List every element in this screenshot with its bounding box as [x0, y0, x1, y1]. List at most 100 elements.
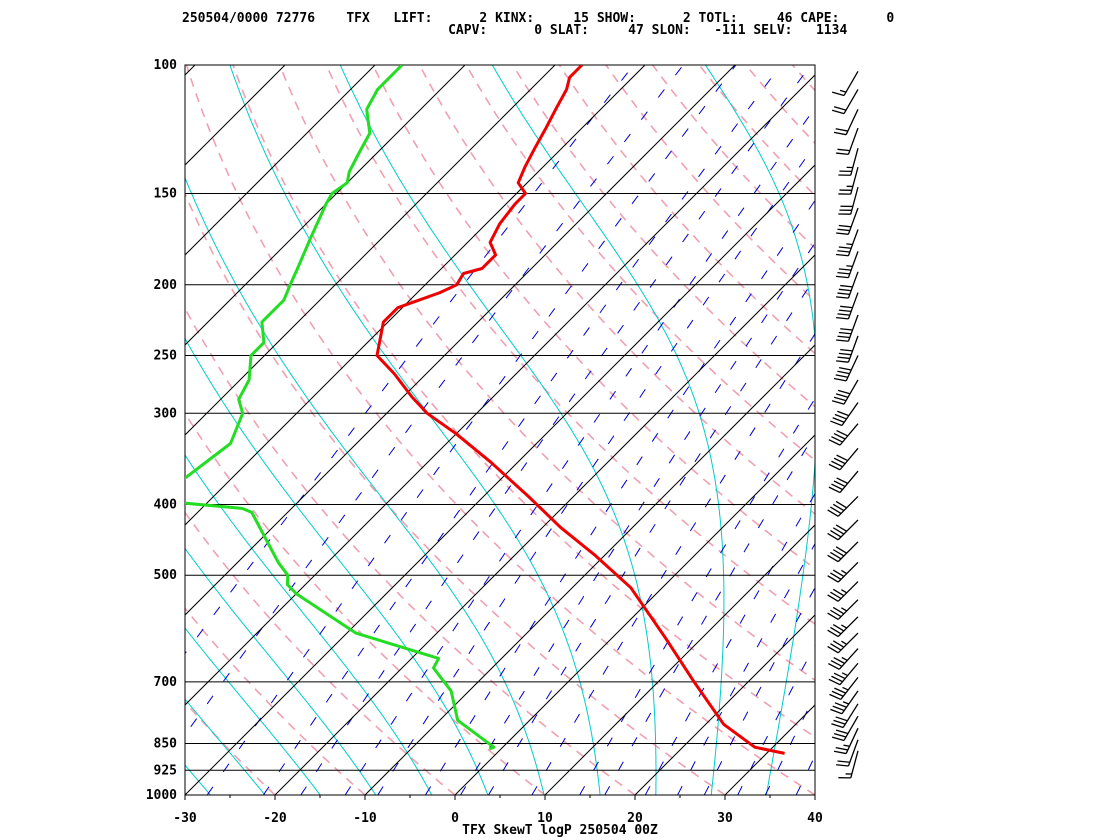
isotherm	[185, 65, 286, 166]
wind-barb	[833, 355, 859, 382]
moist-adiabat	[0, 324, 116, 811]
wind-barbs	[827, 70, 859, 779]
dry-adiabat	[512, 65, 815, 408]
dry-adiabat	[745, 65, 815, 145]
isotherm	[634, 614, 815, 795]
temp-label-10: 10	[537, 811, 553, 826]
pressure-label-700: 700	[154, 675, 178, 690]
mixing-ratio-line	[579, 397, 815, 795]
moist-adiabat	[704, 65, 815, 795]
dry-adiabat	[278, 65, 815, 682]
pressure-label-925: 925	[154, 763, 177, 778]
isotherm	[0, 65, 15, 795]
mixing-ratio-line	[703, 586, 815, 795]
wind-barb	[838, 186, 859, 215]
mixing-ratio-line	[764, 694, 815, 795]
dry-adiabat	[698, 65, 815, 197]
temp-label-0: 0	[451, 811, 459, 826]
wind-barb	[838, 166, 859, 195]
pressure-label-100: 100	[154, 58, 178, 73]
dry-adiabat	[185, 607, 366, 795]
wind-barb	[831, 379, 859, 405]
pressure-label-400: 400	[154, 498, 178, 513]
mixing-ratio-line	[206, 65, 737, 795]
wind-barb	[828, 662, 859, 686]
isotherm	[0, 65, 105, 795]
dry-adiabat	[605, 65, 815, 302]
isotherm	[724, 704, 815, 795]
temperature-tick-labels: -30 -20 -10 0 10 20 30 40	[173, 795, 823, 826]
temp-label-20: 20	[627, 811, 643, 826]
wind-barb	[831, 703, 859, 729]
wind-barb	[828, 648, 859, 670]
pressure-label-150: 150	[154, 187, 178, 202]
dry-adiabat	[418, 65, 815, 516]
temp-label-40: 40	[807, 811, 823, 826]
wind-barb	[827, 581, 859, 602]
isotherm	[364, 344, 815, 795]
pressure-label-200: 200	[154, 278, 178, 293]
wind-barb	[836, 314, 859, 342]
wind-barb	[833, 727, 859, 755]
isotherm	[185, 65, 556, 436]
moist-adiabat	[339, 65, 657, 795]
moist-adiabat	[185, 176, 545, 795]
wind-barb	[831, 715, 859, 742]
wind-barb	[836, 739, 859, 767]
moist-adiabat	[185, 337, 489, 795]
wind-barb	[833, 109, 859, 136]
mixing-ratio-line	[424, 199, 815, 795]
wind-barb	[828, 470, 859, 494]
dry-adiabat	[185, 411, 546, 795]
isotherm	[185, 65, 646, 526]
wind-barb	[827, 632, 859, 654]
temp-label--20: -20	[263, 811, 287, 826]
temp-label-30: 30	[717, 811, 733, 826]
mixing-ratio-line	[604, 433, 815, 795]
isotherm	[185, 74, 815, 706]
header-line-1: 250504/0000 72776 TFX LIFT: 2 KINX: 15 S…	[182, 11, 894, 26]
wind-barb	[830, 690, 859, 715]
wind-barb	[827, 519, 859, 541]
mixing-ratio-line	[644, 492, 815, 795]
wind-barb	[838, 750, 859, 779]
isotherm	[814, 794, 815, 795]
wind-barb	[827, 599, 859, 621]
wind-barb	[838, 148, 859, 176]
mixing-ratio-line	[300, 65, 812, 795]
footer-title: TFX SkewT logP 250504 00Z	[462, 823, 658, 838]
wind-barb	[836, 292, 859, 320]
moist-adiabat	[185, 547, 377, 795]
mixing-ratio-line	[460, 242, 815, 795]
moist-adiabat	[229, 65, 601, 795]
mixing-ratio-line	[185, 65, 684, 736]
wind-barb	[828, 423, 859, 446]
dry-adiabat	[185, 701, 276, 795]
wind-barb	[827, 561, 859, 583]
wind-barb	[836, 207, 859, 235]
isotherm	[185, 65, 466, 346]
wind-barb	[836, 251, 859, 279]
profiles	[185, 65, 785, 755]
moist-adiabat	[491, 65, 725, 795]
wind-barb	[827, 496, 859, 517]
wind-barb	[829, 676, 859, 701]
wind-barb	[836, 229, 859, 257]
pressure-label-250: 250	[154, 348, 178, 363]
wind-barb	[836, 271, 859, 299]
temp-label--10: -10	[353, 811, 377, 826]
mixing-ratio-line	[488, 276, 815, 795]
dry-adiabat	[651, 65, 815, 250]
pressure-label-500: 500	[154, 568, 178, 583]
moist-adiabat	[185, 454, 433, 795]
header-line-2: CAPV: 0 SLAT: 47 SLON: -111 SELV: 1134	[182, 23, 847, 38]
wind-barb	[827, 616, 859, 638]
wind-barb	[827, 541, 859, 563]
wind-barb	[836, 335, 859, 363]
temp-label--30: -30	[173, 811, 197, 826]
wind-barb	[836, 127, 859, 156]
pressure-tick-labels: 100 150 200 250 300 400 500 700 850 925 1000	[146, 58, 177, 803]
isotherm	[185, 65, 736, 616]
wind-barb	[831, 89, 859, 115]
wind-barb	[828, 447, 859, 471]
